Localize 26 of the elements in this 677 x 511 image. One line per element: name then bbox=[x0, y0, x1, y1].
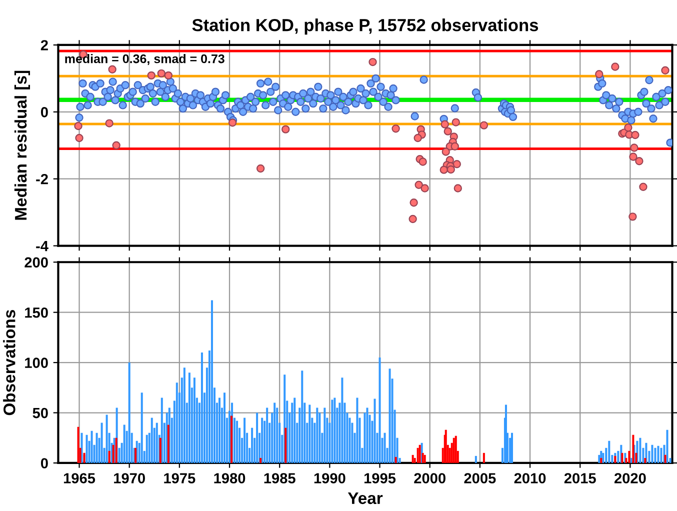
x-tick-label: 2000 bbox=[414, 473, 446, 484]
x-tick-label: 1965 bbox=[64, 473, 96, 484]
x-axis-title: Year bbox=[348, 492, 383, 504]
y-axis-title: Median residual [s] bbox=[14, 70, 30, 220]
x-tick-label: 2020 bbox=[614, 473, 646, 484]
x-tick-label: 1990 bbox=[314, 473, 346, 484]
y-tick-label: 150 bbox=[25, 307, 48, 318]
y-tick-label: 100 bbox=[25, 358, 48, 368]
y-tick-label: 200 bbox=[24, 257, 48, 268]
annotation: median = 0.36, smad = 0.73 bbox=[65, 54, 224, 65]
y-tick-label: -4 bbox=[36, 241, 48, 252]
x-tick-label: 1995 bbox=[364, 473, 396, 484]
x-tick-label: 1970 bbox=[114, 473, 145, 484]
y-tick-label: 0 bbox=[40, 458, 48, 468]
x-tick-label: 2005 bbox=[464, 473, 496, 484]
x-tick-label: 2015 bbox=[564, 473, 596, 484]
x-tick-label: 1985 bbox=[264, 473, 296, 484]
y-tick-label: -2 bbox=[36, 174, 48, 184]
x-tick-label: 2010 bbox=[514, 473, 546, 484]
y-tick-label: 50 bbox=[32, 408, 48, 418]
y-tick-label: 2 bbox=[40, 40, 48, 50]
y-tick-label: 0 bbox=[40, 107, 48, 118]
y-axis-title: Observations bbox=[3, 310, 16, 416]
chart-title: Station KOD, phase P, 15752 observations bbox=[192, 18, 538, 35]
x-tick-label: 1980 bbox=[214, 473, 246, 484]
x-tick-label: 1975 bbox=[164, 473, 196, 484]
